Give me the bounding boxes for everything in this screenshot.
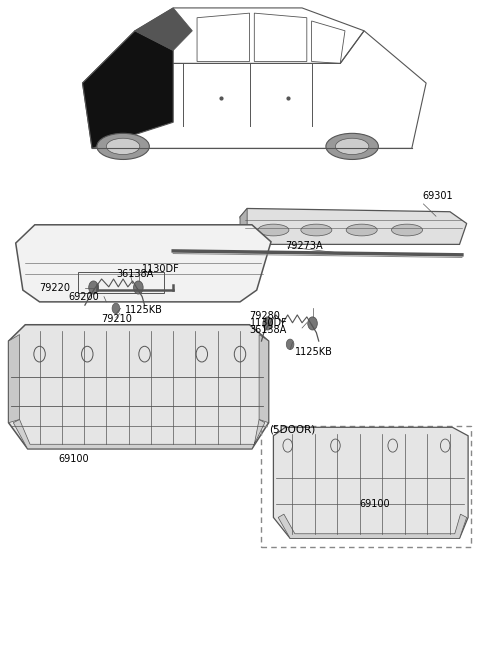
Circle shape bbox=[263, 317, 273, 330]
Polygon shape bbox=[259, 335, 269, 422]
Circle shape bbox=[286, 339, 294, 350]
Ellipse shape bbox=[258, 224, 289, 236]
Text: 1125KB: 1125KB bbox=[295, 346, 333, 356]
Text: 1125KB: 1125KB bbox=[124, 304, 162, 315]
Ellipse shape bbox=[392, 224, 422, 236]
Text: (5DOOR): (5DOOR) bbox=[269, 424, 315, 434]
Circle shape bbox=[89, 281, 98, 294]
Polygon shape bbox=[274, 427, 468, 539]
Polygon shape bbox=[9, 325, 269, 449]
Ellipse shape bbox=[301, 224, 332, 236]
Polygon shape bbox=[9, 335, 20, 422]
Ellipse shape bbox=[336, 138, 369, 155]
Text: 69301: 69301 bbox=[422, 191, 453, 201]
Ellipse shape bbox=[107, 138, 140, 155]
Bar bbox=[78, 272, 164, 293]
Text: 79273A: 79273A bbox=[285, 241, 323, 251]
Text: 1130DF: 1130DF bbox=[250, 318, 288, 329]
Polygon shape bbox=[83, 31, 173, 148]
Polygon shape bbox=[13, 419, 265, 449]
Bar bbox=[262, 426, 471, 547]
Text: 36138A: 36138A bbox=[250, 325, 287, 335]
Text: 69100: 69100 bbox=[59, 454, 89, 464]
Ellipse shape bbox=[346, 224, 377, 236]
Polygon shape bbox=[278, 514, 467, 539]
Text: 36138A: 36138A bbox=[116, 270, 153, 279]
Text: 79280: 79280 bbox=[250, 311, 280, 321]
Ellipse shape bbox=[326, 133, 378, 159]
Text: 79210: 79210 bbox=[102, 314, 132, 324]
Text: 1130DF: 1130DF bbox=[142, 264, 180, 274]
Text: 69100: 69100 bbox=[360, 499, 390, 509]
Text: 69200: 69200 bbox=[68, 292, 99, 302]
Polygon shape bbox=[240, 209, 247, 245]
Circle shape bbox=[112, 303, 120, 314]
Polygon shape bbox=[240, 209, 467, 245]
Ellipse shape bbox=[97, 133, 149, 159]
Polygon shape bbox=[135, 8, 192, 51]
Polygon shape bbox=[16, 225, 271, 302]
Text: 79220: 79220 bbox=[39, 283, 71, 293]
Circle shape bbox=[308, 317, 317, 330]
Circle shape bbox=[133, 281, 143, 294]
